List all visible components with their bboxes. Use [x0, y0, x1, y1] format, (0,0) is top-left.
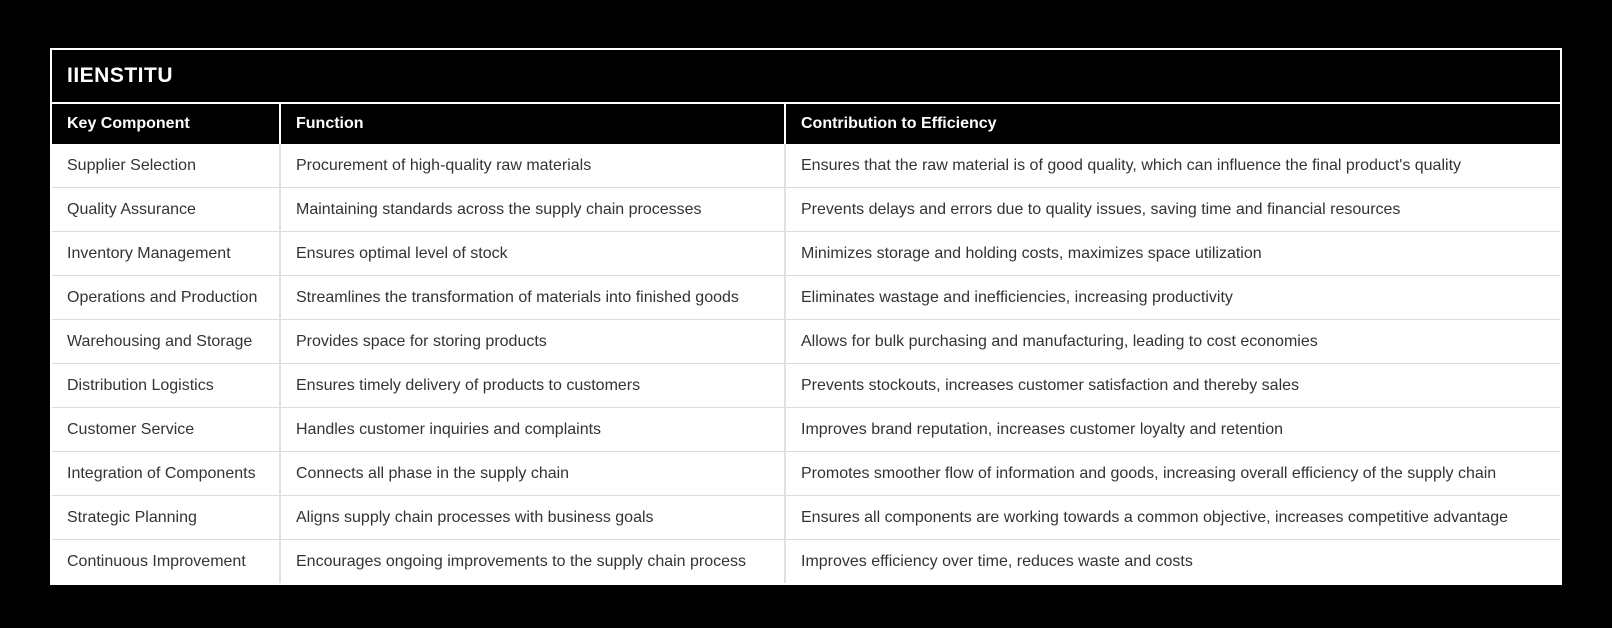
table-body: Supplier Selection Procurement of high-qu… [52, 144, 1560, 583]
cell-function: Handles customer inquiries and complaint… [280, 407, 786, 452]
table-row: Continuous Improvement Encourages ongoing… [52, 539, 1560, 583]
table-row: Inventory Management Ensures optimal leve… [52, 231, 1560, 276]
cell-key-component: Customer Service [52, 407, 281, 452]
cell-contribution: Prevents delays and errors due to qualit… [785, 187, 1560, 232]
cell-contribution: Allows for bulk purchasing and manufactu… [785, 319, 1560, 364]
cell-contribution: Prevents stockouts, increases customer s… [785, 363, 1560, 408]
cell-contribution: Minimizes storage and holding costs, max… [785, 231, 1560, 276]
table-row: Customer Service Handles customer inquiri… [52, 407, 1560, 452]
cell-function: Connects all phase in the supply chain [280, 451, 786, 496]
cell-function: Ensures timely delivery of products to c… [280, 363, 786, 408]
title-bar: IIENSTITU [52, 50, 1560, 104]
supply-chain-table-panel: IIENSTITU Key Component Function Contrib… [50, 48, 1562, 585]
table-header: Key Component Function Contribution to E… [52, 104, 1560, 144]
cell-key-component: Strategic Planning [52, 495, 281, 540]
cell-contribution: Ensures all components are working towar… [785, 495, 1560, 540]
table-row: Warehousing and Storage Provides space fo… [52, 319, 1560, 364]
cell-function: Ensures optimal level of stock [280, 231, 786, 276]
table-row: Operations and Production Streamlines the… [52, 275, 1560, 320]
cell-function: Encourages ongoing improvements to the s… [280, 539, 786, 583]
table-row: Distribution Logistics Ensures timely del… [52, 363, 1560, 408]
cell-key-component: Quality Assurance [52, 187, 281, 232]
cell-contribution: Improves brand reputation, increases cus… [785, 407, 1560, 452]
column-header-function: Function [280, 104, 786, 144]
table-row: Quality Assurance Maintaining standards a… [52, 187, 1560, 232]
cell-function: Streamlines the transformation of materi… [280, 275, 786, 320]
table-row: Strategic Planning Aligns supply chain pr… [52, 495, 1560, 540]
cell-function: Maintaining standards across the supply … [280, 187, 786, 232]
cell-function: Procurement of high-quality raw material… [280, 144, 786, 188]
column-header-key-component: Key Component [52, 104, 281, 144]
table-row: Integration of Components Connects all ph… [52, 451, 1560, 496]
supply-chain-table: Key Component Function Contribution to E… [52, 104, 1560, 583]
cell-key-component: Distribution Logistics [52, 363, 281, 408]
cell-contribution: Eliminates wastage and inefficiencies, i… [785, 275, 1560, 320]
cell-contribution: Promotes smoother flow of information an… [785, 451, 1560, 496]
cell-key-component: Continuous Improvement [52, 539, 281, 583]
table-row: Supplier Selection Procurement of high-qu… [52, 144, 1560, 188]
cell-key-component: Operations and Production [52, 275, 281, 320]
cell-key-component: Integration of Components [52, 451, 281, 496]
cell-key-component: Supplier Selection [52, 144, 281, 188]
cell-key-component: Warehousing and Storage [52, 319, 281, 364]
column-header-contribution: Contribution to Efficiency [785, 104, 1560, 144]
cell-contribution: Improves efficiency over time, reduces w… [785, 539, 1560, 583]
cell-function: Provides space for storing products [280, 319, 786, 364]
cell-contribution: Ensures that the raw material is of good… [785, 144, 1560, 188]
cell-key-component: Inventory Management [52, 231, 281, 276]
brand-title: IIENSTITU [67, 64, 174, 87]
cell-function: Aligns supply chain processes with busin… [280, 495, 786, 540]
